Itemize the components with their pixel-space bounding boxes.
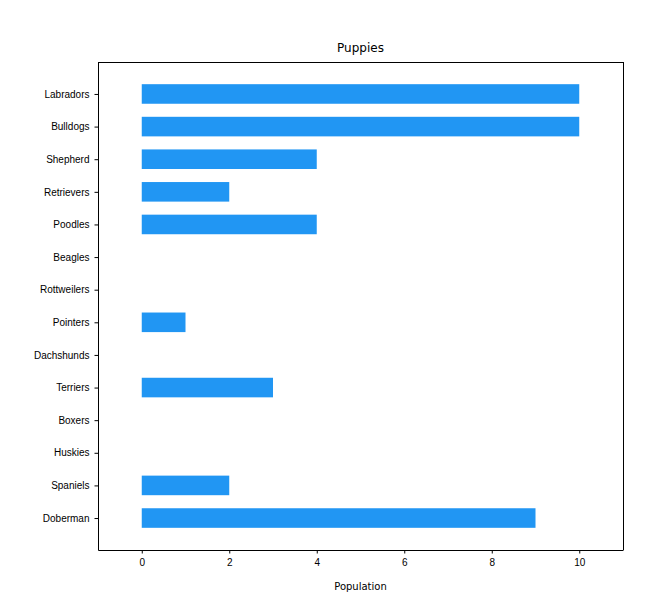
- y-tick-mark: [95, 290, 99, 291]
- y-tick-label: Doberman: [43, 513, 90, 524]
- bar: [141, 247, 142, 267]
- x-axis-title: Population: [334, 581, 387, 592]
- y-tick-mark: [95, 159, 99, 160]
- x-axis: 0 2 4 6 8 10: [99, 550, 624, 568]
- y-tick-label: Boxers: [58, 415, 89, 426]
- y-tick: Retrievers: [44, 187, 98, 198]
- y-tick-label: Shepherd: [46, 154, 89, 165]
- y-tick-mark: [95, 420, 99, 421]
- y-tick-mark: [95, 94, 99, 95]
- x-tick: 10: [574, 550, 586, 568]
- y-tick: Labradors: [44, 89, 98, 100]
- x-tick-mark: [142, 550, 143, 554]
- x-axis-line: [99, 550, 624, 551]
- y-tick-label: Huskies: [54, 447, 90, 458]
- x-tick-mark: [492, 550, 493, 554]
- x-tick-label: 8: [489, 557, 495, 568]
- y-tick: Pointers: [53, 317, 98, 328]
- y-tick-label: Dachshunds: [34, 350, 90, 361]
- y-tick-label: Terriers: [56, 382, 89, 393]
- frame-top: [98, 62, 623, 63]
- y-tick-mark: [95, 192, 99, 193]
- y-tick-mark: [95, 485, 99, 486]
- x-tick-mark: [229, 550, 230, 554]
- y-tick-mark: [95, 322, 99, 323]
- x-tick: 2: [227, 550, 233, 568]
- chart: 0 2 4 6 8 10 Labradors Bulldogs Shepherd Retrieve…: [0, 0, 656, 611]
- y-tick-label: Bulldogs: [51, 121, 89, 132]
- y-axis: Labradors Bulldogs Shepherd Retrievers Poodl…: [34, 63, 99, 551]
- y-tick-mark: [95, 127, 99, 128]
- y-axis-line: [98, 63, 99, 551]
- y-tick: Shepherd: [46, 154, 98, 165]
- x-tick: 8: [489, 550, 495, 568]
- y-tick-label: Retrievers: [44, 187, 90, 198]
- y-tick-label: Spaniels: [51, 480, 89, 491]
- x-tick-mark: [317, 550, 318, 554]
- bar: [141, 410, 142, 430]
- y-tick: Dachshunds: [34, 350, 98, 361]
- y-tick: Rottweilers: [40, 284, 98, 295]
- y-tick: Poodles: [53, 219, 98, 230]
- y-tick-label: Rottweilers: [40, 284, 89, 295]
- bar: [142, 117, 580, 137]
- y-tick-label: Labradors: [44, 89, 89, 100]
- y-tick-mark: [95, 518, 99, 519]
- bar: [142, 313, 186, 333]
- frame-right: [623, 62, 624, 550]
- x-tick-mark: [579, 550, 580, 554]
- bar: [141, 280, 142, 300]
- x-tick-label: 10: [574, 557, 586, 568]
- bar: [142, 378, 273, 398]
- bar: [141, 443, 142, 463]
- y-tick-label: Poodles: [53, 219, 89, 230]
- title: Puppies: [337, 41, 384, 55]
- y-tick-label: Pointers: [53, 317, 90, 328]
- bar: [142, 182, 230, 202]
- bar: [142, 84, 580, 104]
- bars: [142, 84, 580, 528]
- x-tick: 0: [139, 550, 145, 568]
- y-tick: Bulldogs: [51, 121, 98, 132]
- y-tick-mark: [95, 388, 99, 389]
- x-tick: 4: [314, 550, 320, 568]
- plot-area: 0 2 4 6 8 10 Labradors Bulldogs Shepherd Retrieve…: [34, 62, 624, 568]
- x-tick: 6: [402, 550, 408, 568]
- y-tick-label: Beagles: [53, 252, 89, 263]
- y-tick: Terriers: [56, 382, 98, 393]
- x-tick-label: 0: [139, 557, 145, 568]
- bar: [142, 476, 230, 496]
- y-tick: Spaniels: [51, 480, 98, 491]
- x-tick-mark: [404, 550, 405, 554]
- y-tick: Huskies: [54, 447, 98, 458]
- x-tick-label: 6: [402, 557, 408, 568]
- y-tick-mark: [95, 453, 99, 454]
- y-tick-mark: [95, 257, 99, 258]
- x-tick-label: 2: [227, 557, 233, 568]
- bar: [142, 215, 317, 235]
- y-tick-mark: [95, 224, 99, 225]
- y-tick-mark: [95, 355, 99, 356]
- y-tick: Doberman: [43, 513, 98, 524]
- y-tick: Boxers: [58, 415, 98, 426]
- bar: [141, 345, 142, 365]
- y-tick: Beagles: [53, 252, 98, 263]
- x-tick-label: 4: [314, 557, 320, 568]
- bar: [142, 508, 536, 528]
- bar: [142, 149, 317, 169]
